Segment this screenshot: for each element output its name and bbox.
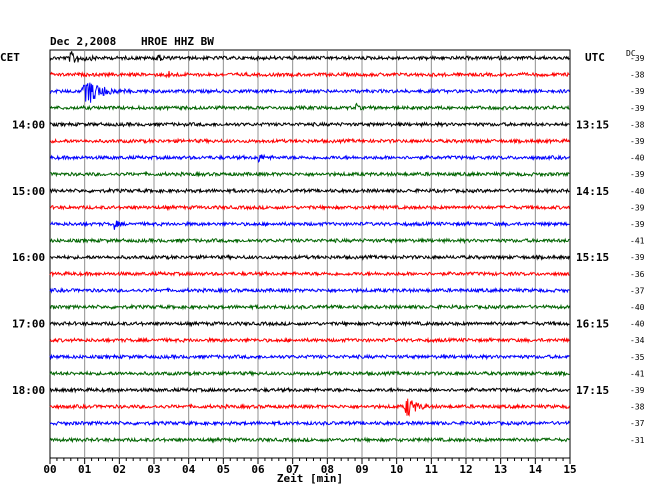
trace-line bbox=[49, 120, 570, 129]
trace-line bbox=[49, 187, 570, 195]
dc-offset-label: -36 bbox=[630, 270, 645, 279]
dc-offset-label: -34 bbox=[630, 336, 645, 345]
trace-line bbox=[49, 82, 570, 103]
x-tick-label: 09 bbox=[355, 463, 368, 476]
plot-frame bbox=[49, 49, 571, 459]
chart-labels: Dec 2,2008 HROE HHZ BW CET UTC DC Zeit [… bbox=[0, 35, 645, 485]
right-hour-label: 14:15 bbox=[576, 185, 609, 198]
x-tick-label: 10 bbox=[390, 463, 403, 476]
header-station: HROE HHZ BW bbox=[141, 35, 214, 48]
trace-line bbox=[49, 153, 570, 164]
dc-offset-label: -37 bbox=[630, 419, 645, 428]
dc-offset-label: -39 bbox=[630, 87, 645, 96]
trace-line bbox=[49, 353, 570, 361]
trace-line bbox=[49, 253, 570, 261]
dc-offset-label: -39 bbox=[630, 104, 645, 113]
trace-line bbox=[49, 436, 570, 444]
x-tick-label: 04 bbox=[182, 463, 196, 476]
trace-line bbox=[49, 286, 570, 294]
x-tick-label: 07 bbox=[286, 463, 299, 476]
x-tick-label: 13 bbox=[494, 463, 507, 476]
left-hour-label: 17:00 bbox=[12, 318, 45, 331]
trace-line bbox=[49, 336, 570, 344]
right-hour-label: 16:15 bbox=[576, 318, 609, 331]
trace-line bbox=[49, 386, 570, 394]
dc-offset-label: -39 bbox=[630, 170, 645, 179]
dc-offset-label: -40 bbox=[630, 187, 645, 196]
x-tick-label: 02 bbox=[113, 463, 126, 476]
trace-line bbox=[49, 220, 570, 230]
trace-line bbox=[49, 204, 570, 212]
x-tick-label: 08 bbox=[321, 463, 334, 476]
dc-offset-label: -31 bbox=[630, 436, 645, 445]
x-tick-label: 05 bbox=[217, 463, 230, 476]
x-tick-label: 15 bbox=[563, 463, 576, 476]
left-zone-label: CET bbox=[0, 51, 20, 64]
trace-line bbox=[49, 237, 570, 245]
dc-offset-label: -37 bbox=[630, 286, 645, 295]
x-tick-label: 00 bbox=[43, 463, 56, 476]
dc-offset-label: -39 bbox=[630, 253, 645, 262]
dc-offset-label: -38 bbox=[630, 403, 645, 412]
trace-line bbox=[49, 70, 570, 79]
left-hour-label: 18:00 bbox=[12, 384, 45, 397]
dc-offset-label: -41 bbox=[630, 237, 645, 246]
trace-line bbox=[49, 51, 570, 63]
right-hour-label: 17:15 bbox=[576, 384, 609, 397]
dc-offset-label: -35 bbox=[630, 353, 645, 362]
right-hour-label: 15:15 bbox=[576, 251, 609, 264]
dc-offset-label: -38 bbox=[630, 120, 645, 129]
right-zone-label: UTC bbox=[585, 51, 605, 64]
dc-offset-label: -39 bbox=[630, 203, 645, 212]
trace-line bbox=[49, 320, 570, 328]
trace-line bbox=[49, 137, 570, 145]
dc-offset-label: -39 bbox=[630, 137, 645, 146]
dc-label: DC bbox=[626, 49, 636, 58]
axis-ticks: 00 01 02 03 04 05 06 07 08 09 10 11 12 13 14 15 bbox=[43, 458, 577, 476]
x-tick-label: 06 bbox=[251, 463, 265, 476]
trace-line bbox=[49, 170, 570, 178]
trace-line bbox=[49, 369, 570, 378]
right-hour-label: 13:15 bbox=[576, 118, 609, 131]
x-tick-label: 11 bbox=[425, 463, 439, 476]
dc-offset-label: -41 bbox=[630, 369, 645, 378]
dc-offset-label: -40 bbox=[630, 320, 645, 329]
grid-lines bbox=[49, 49, 571, 459]
x-tick-label: 14 bbox=[529, 463, 543, 476]
dc-offset-label: -39 bbox=[630, 220, 645, 229]
x-tick-label: 01 bbox=[78, 463, 92, 476]
x-axis-label: Zeit [min] bbox=[277, 472, 343, 485]
trace-line bbox=[49, 419, 570, 427]
trace-line bbox=[49, 102, 570, 112]
x-tick-label: 03 bbox=[147, 463, 160, 476]
dc-offset-label: -40 bbox=[630, 303, 645, 312]
dc-offset-label: -38 bbox=[630, 71, 645, 80]
trace-line bbox=[49, 270, 570, 278]
dc-offset-label: -39 bbox=[630, 54, 645, 63]
x-tick-label: 12 bbox=[459, 463, 472, 476]
seismic-traces bbox=[49, 51, 570, 444]
trace-line bbox=[49, 303, 570, 311]
left-hour-label: 14:00 bbox=[12, 118, 45, 131]
trace-line bbox=[49, 398, 570, 417]
dc-offset-label: -39 bbox=[630, 386, 645, 395]
left-hour-label: 16:00 bbox=[12, 251, 45, 264]
header-date: Dec 2,2008 bbox=[50, 35, 116, 48]
left-hour-label: 15:00 bbox=[12, 185, 45, 198]
dc-offset-label: -40 bbox=[630, 154, 645, 163]
